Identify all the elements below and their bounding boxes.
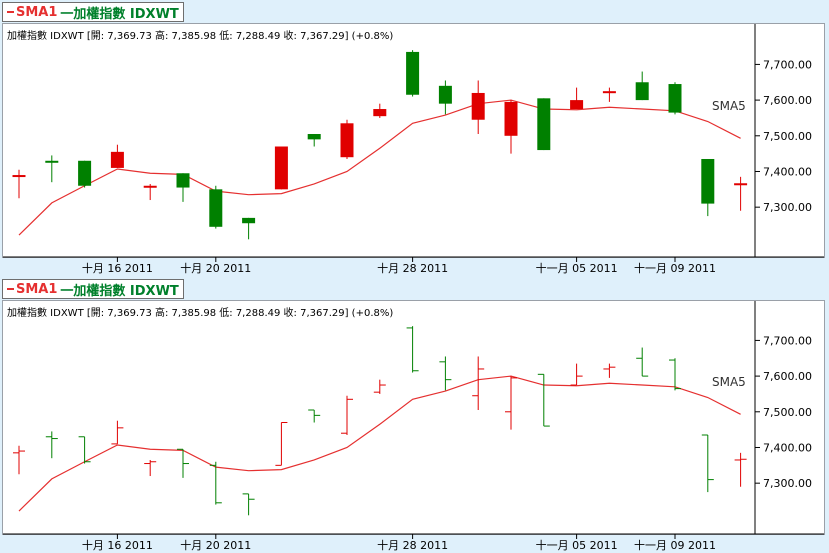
- candle-body: [242, 217, 256, 224]
- candle-body: [209, 189, 223, 227]
- x-tick-label: 十月 16 2011: [82, 538, 153, 552]
- sma-line-swatch-icon: [7, 11, 14, 13]
- sma5-label: SMA5: [712, 99, 746, 113]
- x-tick-label: 十一月 09 2011: [634, 538, 716, 552]
- candle-body: [143, 185, 157, 188]
- candle-body: [734, 183, 748, 186]
- sma5-line: [18, 375, 741, 512]
- y-tick-label: 7,400.00: [763, 165, 812, 178]
- x-tick-label: 十月 28 2011: [377, 538, 448, 552]
- candlestick-panel: 7,300.00 7,400.00 7,500.00 7,600.00 7,700.00…: [3, 24, 824, 275]
- candle-body: [438, 85, 452, 104]
- candle-body: [570, 100, 584, 110]
- y-tick-label: 7,600.00: [763, 370, 812, 383]
- sma5-line: [18, 99, 741, 236]
- candle-body: [274, 146, 288, 190]
- candle-body: [668, 84, 682, 113]
- legend-series-name: 一加權指數 IDXWT: [60, 6, 179, 22]
- x-tick-label: 十一月 05 2011: [536, 261, 618, 275]
- legend-series-name: 一加權指數 IDXWT: [60, 283, 179, 299]
- sma5-label: SMA5: [712, 375, 746, 389]
- candle-body: [635, 82, 649, 101]
- y-tick-label: 7,500.00: [763, 130, 812, 143]
- y-tick-label: 7,300.00: [763, 477, 812, 490]
- x-tick-label: 十月 20 2011: [180, 538, 251, 552]
- y-tick-label: 7,300.00: [763, 201, 812, 214]
- candle-body: [12, 175, 26, 178]
- x-tick-label: 十月 20 2011: [180, 261, 251, 275]
- candle-body: [110, 151, 124, 168]
- candle-body: [471, 92, 485, 120]
- y-tick-label: 7,400.00: [763, 441, 812, 454]
- legend-sma-label: SMA1: [16, 281, 58, 297]
- bottom-ohlc-info: 加權指數 IDXWT [開: 7,369.73 高: 7,385.98 低: 7…: [7, 308, 394, 319]
- candle-body: [340, 123, 354, 158]
- y-tick-label: 7,500.00: [763, 406, 812, 419]
- candle-body: [373, 109, 387, 117]
- candle-body: [701, 158, 715, 204]
- top-panel-legend[interactable]: SMA1 一加權指數 IDXWT: [2, 2, 184, 22]
- candle-body: [537, 98, 551, 151]
- candle-body: [406, 51, 420, 95]
- bottom-panel-legend[interactable]: SMA1 一加權指數 IDXWT: [2, 279, 184, 299]
- y-tick-label: 7,600.00: [763, 94, 812, 107]
- ohlc-bar-panel: 7,300.00 7,400.00 7,500.00 7,600.00 7,700.00…: [3, 301, 824, 552]
- y-tick-label: 7,700.00: [763, 334, 812, 347]
- x-tick-label: 十一月 09 2011: [634, 261, 716, 275]
- candle-body: [78, 160, 92, 186]
- sma-line-swatch-icon: [7, 288, 14, 290]
- candle-body: [602, 91, 616, 94]
- candle-body: [307, 134, 321, 140]
- top-ohlc-info: 加權指數 IDXWT [開: 7,369.73 高: 7,385.98 低: 7…: [7, 31, 394, 42]
- x-tick-label: 十月 16 2011: [82, 261, 153, 275]
- candle-body: [504, 101, 518, 136]
- candle-body: [176, 173, 190, 188]
- x-tick-label: 十一月 05 2011: [536, 538, 618, 552]
- x-tick-label: 十月 28 2011: [377, 261, 448, 275]
- y-tick-label: 7,700.00: [763, 58, 812, 71]
- candle-body: [45, 160, 59, 163]
- legend-sma-label: SMA1: [16, 4, 58, 20]
